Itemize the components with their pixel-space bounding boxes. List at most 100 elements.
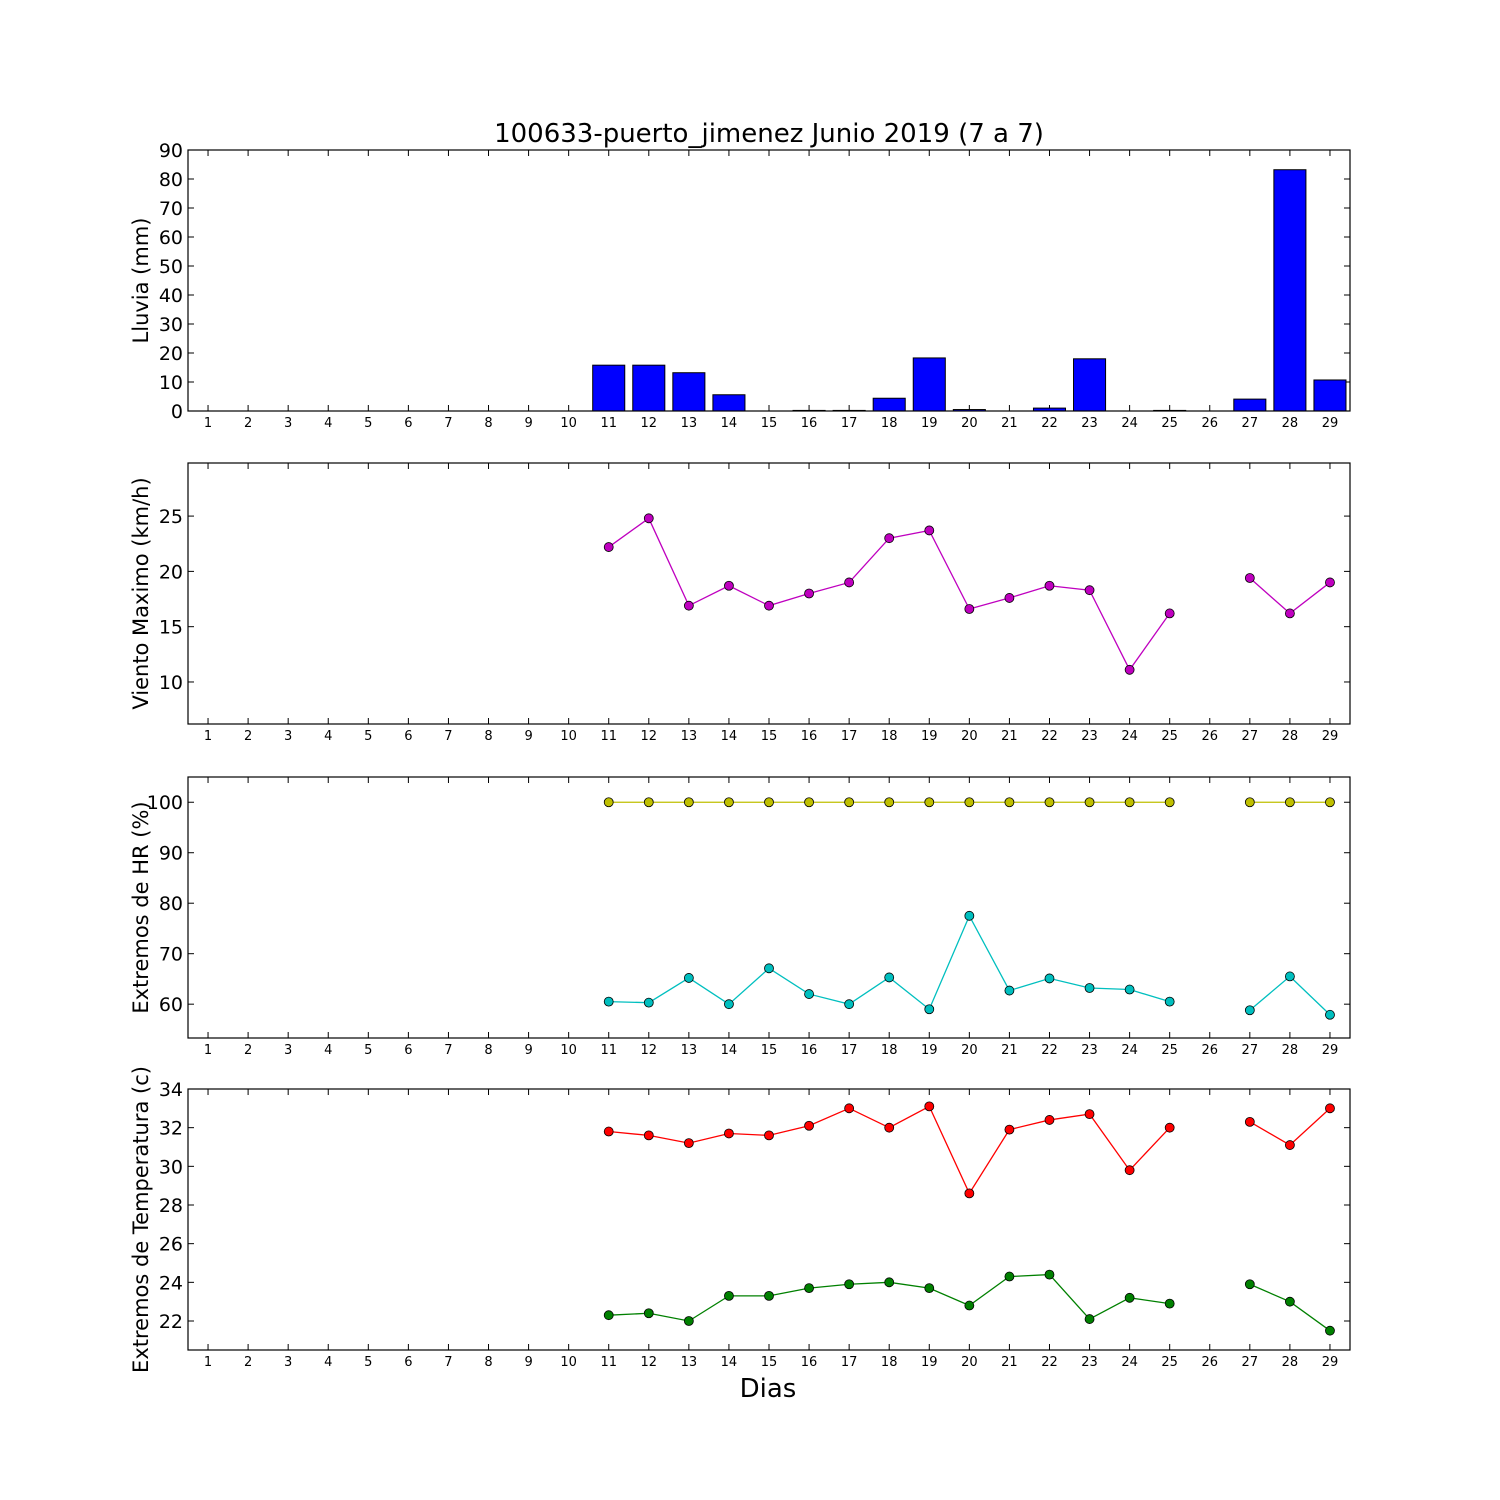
data-point	[1325, 797, 1335, 808]
data-point	[764, 600, 774, 611]
data-point	[924, 797, 935, 808]
data-point	[764, 797, 774, 808]
x-tick-label: 14	[721, 1355, 738, 1370]
x-tick-label: 28	[1282, 416, 1299, 431]
x-tick-label: 14	[721, 1043, 738, 1058]
bar	[1313, 379, 1347, 412]
data-point	[1124, 1292, 1135, 1303]
x-tick-label: 23	[1081, 416, 1098, 431]
data-point	[764, 1290, 774, 1301]
x-tick-label: 9	[524, 416, 532, 431]
x-tick-label: 5	[364, 1043, 372, 1058]
bar	[872, 397, 906, 412]
x-tick-label: 20	[961, 729, 978, 744]
data-point	[1004, 797, 1015, 808]
x-tick-label: 8	[484, 1355, 492, 1370]
x-tick-label: 3	[284, 1043, 292, 1058]
data-point	[724, 580, 734, 591]
x-tick-label: 7	[444, 729, 452, 744]
data-point	[683, 973, 694, 983]
data-point	[1044, 1269, 1055, 1280]
plot-frame	[187, 462, 1351, 725]
y-tick-label: 10	[159, 672, 183, 694]
x-tick-label: 26	[1201, 1043, 1218, 1058]
data-point	[603, 797, 614, 808]
data-point	[1084, 585, 1095, 596]
data-point	[924, 1101, 935, 1112]
data-point	[1244, 1279, 1255, 1290]
y-tick-label: 70	[159, 944, 183, 966]
bar	[672, 372, 706, 412]
x-tick-label: 20	[961, 416, 978, 431]
data-point	[1244, 1116, 1255, 1127]
x-tick-label: 9	[524, 729, 532, 744]
data-point	[603, 542, 614, 552]
y-tick-label: 26	[159, 1234, 183, 1256]
x-tick-label: 21	[1001, 416, 1018, 431]
data-point	[844, 1103, 855, 1114]
data-point	[844, 577, 855, 588]
x-tick-label: 24	[1121, 1355, 1138, 1370]
series-temp_min-line	[1249, 1283, 1331, 1332]
data-point	[1325, 1103, 1335, 1114]
x-tick-label: 7	[444, 1043, 452, 1058]
x-tick-label: 7	[444, 416, 452, 431]
x-tick-label: 8	[484, 729, 492, 744]
x-tick-label: 11	[600, 729, 617, 744]
y-tick-label: 30	[159, 1156, 183, 1178]
x-tick-label: 15	[761, 729, 778, 744]
plot-frame	[187, 1088, 1351, 1351]
y-tick-label: 22	[159, 1311, 183, 1333]
data-point	[804, 1120, 814, 1131]
bar	[912, 357, 946, 412]
data-point	[1004, 593, 1015, 603]
x-tick-label: 6	[404, 416, 412, 431]
data-point	[1084, 1314, 1095, 1324]
data-point	[603, 996, 614, 1007]
data-point	[804, 1283, 814, 1294]
series-hr_min-line	[608, 914, 1170, 1011]
x-tick-label: 24	[1121, 416, 1138, 431]
data-point	[724, 1128, 734, 1139]
data-point	[1164, 797, 1175, 808]
x-tick-label: 11	[600, 1355, 617, 1370]
data-point	[603, 1126, 614, 1137]
x-tick-label: 23	[1081, 1355, 1098, 1370]
data-point	[603, 1310, 614, 1321]
data-point	[804, 989, 814, 999]
y-axis-label: Extremos de Temperatura (c)	[129, 1066, 153, 1373]
data-point	[1084, 797, 1095, 808]
x-tick-label: 19	[921, 416, 938, 431]
x-tick-label: 22	[1041, 729, 1058, 744]
data-point	[884, 972, 895, 983]
chart-title: 100633-puerto_jimenez Junio 2019 (7 a 7)	[494, 119, 1044, 149]
x-tick-label: 3	[284, 416, 292, 431]
x-tick-label: 4	[324, 416, 332, 431]
x-tick-label: 8	[484, 416, 492, 431]
x-tick-label: 10	[560, 1043, 577, 1058]
x-tick-label: 19	[921, 1355, 938, 1370]
y-tick-label: 0	[171, 401, 183, 423]
x-tick-label: 4	[324, 1355, 332, 1370]
data-point	[924, 1004, 935, 1015]
x-tick-label: 19	[921, 729, 938, 744]
data-point	[1124, 1165, 1135, 1176]
x-tick-label: 18	[881, 1355, 898, 1370]
data-point	[1044, 797, 1055, 808]
x-tick-label: 28	[1282, 1043, 1299, 1058]
x-tick-label: 5	[364, 416, 372, 431]
data-point	[1244, 797, 1255, 808]
bar	[592, 364, 626, 412]
data-point	[964, 604, 975, 614]
x-tick-label: 27	[1242, 1043, 1259, 1058]
data-point	[1044, 973, 1055, 984]
y-tick-label: 90	[159, 843, 183, 865]
x-tick-label: 21	[1001, 1355, 1018, 1370]
data-point	[1164, 1122, 1175, 1133]
bar	[1273, 169, 1307, 412]
y-axis-label: Viento Maximo (km/h)	[129, 477, 153, 709]
data-point	[1284, 971, 1295, 982]
x-tick-label: 1	[204, 1355, 212, 1370]
